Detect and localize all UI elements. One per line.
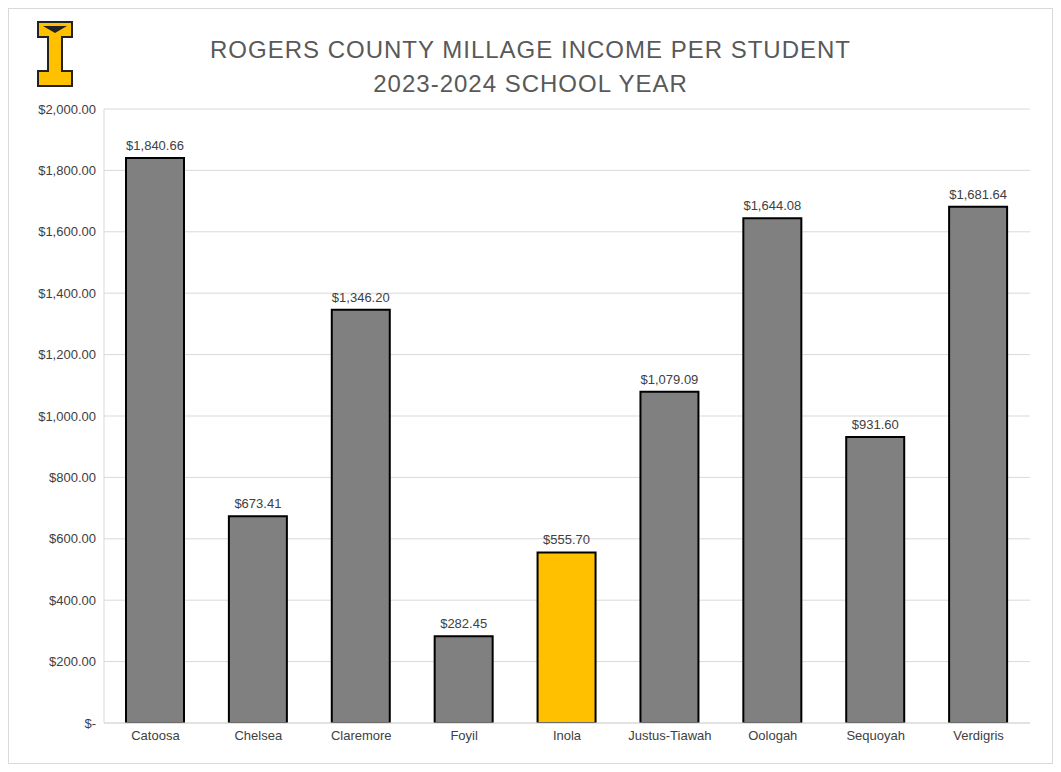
svg-text:$1,681.64: $1,681.64 [949,187,1007,202]
svg-text:Inola: Inola [553,728,582,743]
svg-text:$1,800.00: $1,800.00 [38,163,96,178]
svg-text:$1,079.09: $1,079.09 [641,372,699,387]
svg-text:Justus-Tiawah: Justus-Tiawah [628,728,711,743]
svg-text:$1,000.00: $1,000.00 [38,409,96,424]
svg-text:Catoosa: Catoosa [131,728,180,743]
html-text:2023-2024 SCHOOL YEAR: 2023-2024 SCHOOL YEAR [373,70,688,97]
svg-text:$282.45: $282.45 [440,616,487,631]
html-text:ROGERS COUNTY MILLAGE INCOME P: ROGERS COUNTY MILLAGE INCOME PER STUDENT [210,36,851,63]
svg-text:$1,400.00: $1,400.00 [38,286,96,301]
svg-text:$1,840.66: $1,840.66 [126,138,184,153]
svg-text:Chelsea: Chelsea [234,728,282,743]
svg-text:$673.41: $673.41 [234,496,281,511]
svg-text:$555.70: $555.70 [543,532,590,547]
svg-text:$800.00: $800.00 [49,470,96,485]
svg-text:$600.00: $600.00 [49,531,96,546]
svg-text:$2,000.00: $2,000.00 [38,102,96,117]
svg-text:Oologah: Oologah [748,728,797,743]
svg-text:$-: $- [84,716,96,731]
svg-text:$1,200.00: $1,200.00 [38,347,96,362]
svg-text:$1,644.08: $1,644.08 [743,198,801,213]
svg-text:Sequoyah: Sequoyah [846,728,905,743]
svg-text:Claremore: Claremore [331,728,392,743]
svg-text:$1,600.00: $1,600.00 [38,224,96,239]
svg-text:$400.00: $400.00 [49,593,96,608]
svg-text:$200.00: $200.00 [49,654,96,669]
svg-text:$931.60: $931.60 [852,417,899,432]
svg-text:$1,346.20: $1,346.20 [332,290,390,305]
svg-text:Foyil: Foyil [450,728,478,743]
svg-text:Verdigris: Verdigris [953,728,1004,743]
